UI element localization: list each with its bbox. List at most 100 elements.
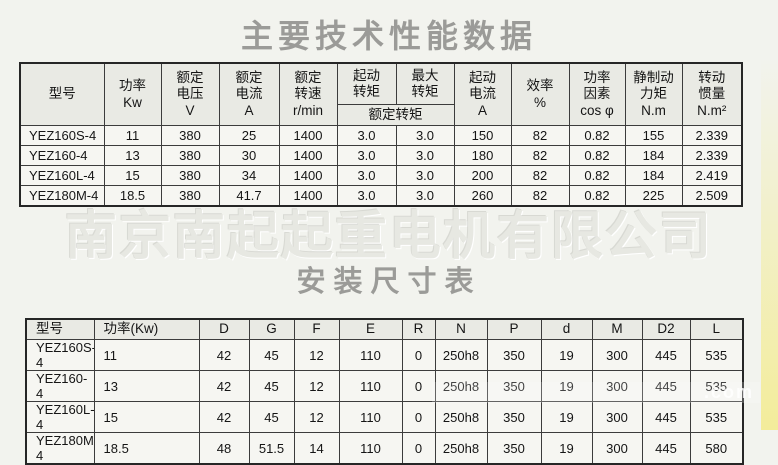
table-cell: 30 — [218, 145, 280, 166]
table-cell: 15 — [93, 401, 200, 433]
table-cell: 12 — [293, 401, 340, 433]
table-cell: 180 — [453, 145, 512, 166]
table-cell: 34 — [218, 165, 280, 186]
table-cell: 350 — [486, 339, 542, 371]
table-cell: YEZ160L-4 — [19, 165, 105, 186]
table-cell: 3.0 — [395, 125, 455, 146]
table-cell: 3.0 — [336, 125, 397, 146]
table-cell: 3.0 — [336, 185, 397, 207]
table-cell: 42 — [198, 401, 250, 433]
performance-table: 型号 功率 Kw 额定 电压 V 额定 电流 A 额定 转速 r/min 起动 … — [19, 62, 743, 207]
dim-header-D: D — [198, 318, 250, 340]
table-cell: 0.82 — [568, 145, 626, 166]
table-cell: 110 — [338, 370, 403, 402]
table-cell: 82 — [510, 125, 570, 146]
col-header-rated-speed: 额定 转速 r/min — [278, 62, 338, 126]
col-header-model: 型号 — [19, 62, 105, 126]
table-cell: 300 — [591, 401, 643, 433]
table-cell: 300 — [591, 432, 643, 465]
table-cell: 2.509 — [681, 185, 743, 207]
table-cell: YEZ160-4 — [25, 370, 95, 402]
table-cell: 82 — [510, 185, 570, 207]
table-cell: 380 — [160, 185, 220, 207]
table-cell: 3.0 — [395, 145, 455, 166]
dim-header-power: 功率(Kw) — [93, 318, 200, 340]
table-cell: 155 — [624, 125, 683, 146]
page-title-performance: 主要技术性能数据 — [240, 18, 537, 54]
table-cell: YEZ160-4 — [19, 145, 105, 166]
table-cell: 380 — [160, 165, 220, 186]
table-cell: 184 — [624, 145, 683, 166]
table-cell: 0 — [401, 370, 436, 402]
col-header-rated-voltage: 额定 电压 V — [160, 62, 220, 126]
table-cell: YEZ160S-4 — [19, 125, 105, 146]
table-cell: 2.339 — [681, 145, 743, 166]
table-cell: 580 — [689, 432, 744, 465]
table-cell: 42 — [198, 339, 250, 371]
table-cell: 2.419 — [681, 165, 743, 186]
table-cell: 110 — [338, 339, 403, 371]
col-header-rotational-inertia: 转动 惯量 N.m² — [681, 62, 743, 126]
table-cell: 11 — [103, 125, 162, 146]
table-cell: 350 — [486, 370, 542, 402]
table-cell: 14 — [293, 432, 340, 465]
table-cell: 3.0 — [336, 145, 397, 166]
table-cell: 1400 — [278, 185, 338, 207]
table-row: YEZ160L-4 15 42 45 12 110 0 250h8 350 19 300 445 535 — [25, 401, 744, 433]
table-cell: 445 — [641, 370, 691, 402]
table-row: YEZ160L-4 15 380 34 1400 3.0 3.0 200 82 0.82 184 2.… — [19, 165, 743, 186]
table-cell: 82 — [510, 165, 570, 186]
table-cell: 3.0 — [395, 185, 455, 207]
table-row: YEZ160-4 13 42 45 12 110 0 250h8 350 19 300 445 535 — [25, 370, 744, 402]
table-cell: 200 — [453, 165, 512, 186]
table-cell: 3.0 — [395, 165, 455, 186]
table-cell: 11 — [93, 339, 200, 371]
table-cell: 535 — [689, 401, 744, 433]
table-cell: 19 — [540, 370, 593, 402]
table-cell: 350 — [486, 401, 542, 433]
dim-header-G: G — [248, 318, 295, 340]
table-cell: 82 — [510, 145, 570, 166]
table-cell: 250h8 — [434, 401, 488, 433]
table-cell: 0 — [401, 401, 436, 433]
col-header-power-factor: 功率 因素 cos φ — [568, 62, 626, 126]
col-header-power: 功率 Kw — [103, 62, 162, 126]
table-cell: 380 — [160, 145, 220, 166]
table-cell: YEZ160S-4 — [25, 339, 95, 371]
table-cell: 1400 — [278, 165, 338, 186]
table-cell: 19 — [540, 401, 593, 433]
table-cell: 184 — [624, 165, 683, 186]
table-cell: 110 — [338, 432, 403, 465]
table-cell: 1400 — [278, 125, 338, 146]
scan-yellow-stripe — [761, 58, 778, 430]
col-header-starting-current: 起动 电流 A — [453, 62, 512, 126]
dim-header-N: N — [434, 318, 488, 340]
table-cell: 45 — [248, 401, 295, 433]
table-cell: 150 — [453, 125, 512, 146]
table-cell: 13 — [103, 145, 162, 166]
table-cell: 18.5 — [103, 185, 162, 207]
table-cell: 19 — [540, 339, 593, 371]
table-cell: 13 — [93, 370, 200, 402]
dimension-table-body: YEZ160S-4 11 42 45 12 110 0 250h8 350 19 300 445 535… — [25, 339, 744, 465]
table-cell: 25 — [218, 125, 280, 146]
table-cell: 42 — [198, 370, 250, 402]
table-cell: 380 — [160, 125, 220, 146]
table-cell: 45 — [248, 339, 295, 371]
table-cell: 300 — [591, 370, 643, 402]
table-cell: 18.5 — [93, 432, 200, 465]
dim-header-d: d — [540, 318, 593, 340]
table-cell: 0.82 — [568, 165, 626, 186]
table-row: YEZ160-4 13 380 30 1400 3.0 3.0 180 82 0.82 184 2.3… — [19, 145, 743, 166]
table-cell: 250h8 — [434, 432, 488, 465]
table-cell: 12 — [293, 339, 340, 371]
table-cell: 15 — [103, 165, 162, 186]
table-cell: 250h8 — [434, 370, 488, 402]
table-cell: 110 — [338, 401, 403, 433]
table-cell: 48 — [198, 432, 250, 465]
table-cell: 445 — [641, 401, 691, 433]
table-cell: 2.339 — [681, 125, 743, 146]
performance-table-body: YEZ160S-4 11 380 25 1400 3.0 3.0 150 82 0.82 155 2.… — [19, 125, 743, 207]
table-cell: 445 — [641, 339, 691, 371]
col-header-max-torque: 最大 转矩 — [395, 62, 455, 105]
